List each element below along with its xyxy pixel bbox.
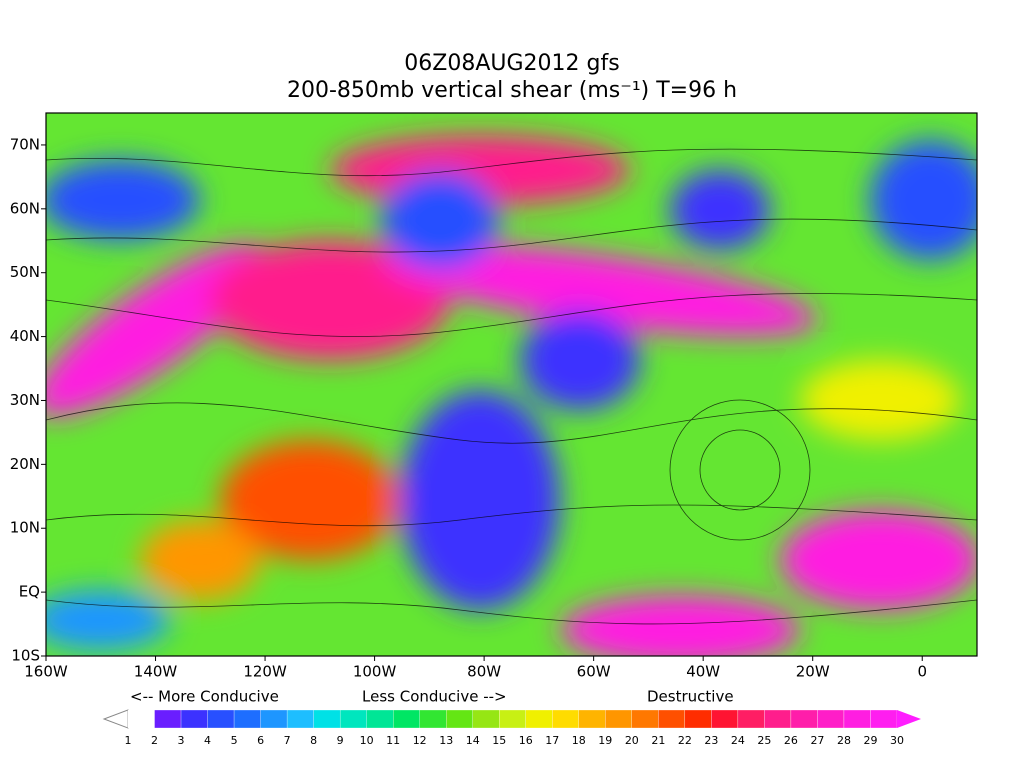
colorbar-label: 29: [863, 734, 877, 747]
colorbar-box: [180, 709, 208, 729]
colorbar-label: 5: [231, 734, 238, 747]
colorbar-box: [313, 709, 341, 729]
colorbar-box: [366, 709, 394, 729]
shear-field: [46, 113, 977, 656]
colorbar-label: 2: [151, 734, 158, 747]
x-tick-label: 80W: [467, 663, 501, 681]
colorbar-label: 23: [704, 734, 718, 747]
colorbar-box: [764, 709, 792, 729]
colorbar-label: 8: [310, 734, 317, 747]
colorbar-box: [393, 709, 420, 729]
colorbar-label: 3: [178, 734, 185, 747]
x-tick-label: 40W: [686, 663, 720, 681]
colorbar-label: 30: [890, 734, 904, 747]
colorbar-label: 13: [439, 734, 453, 747]
colorbar-box: [127, 709, 155, 729]
colorbar-box: [711, 709, 739, 729]
colorbar-box: [578, 709, 606, 729]
y-tick-label: 10S: [11, 647, 40, 665]
y-tick-label: 10N: [10, 519, 40, 537]
colorbar-box: [233, 709, 261, 729]
y-tick-label: 30N: [10, 391, 40, 409]
colorbar-label: 27: [810, 734, 824, 747]
colorbar-box: [260, 709, 288, 729]
colorbar-box: [817, 709, 845, 729]
legend-caption: <-- More Conducive: [130, 688, 279, 706]
colorbar-box: [658, 709, 686, 729]
subtitle: 200-850mb vertical shear (ms⁻¹) T=96 h: [287, 78, 737, 103]
x-tick-label: 120W: [243, 663, 287, 681]
colorbar-box: [843, 709, 871, 729]
x-tick-label: 140W: [134, 663, 178, 681]
colorbar-box: [499, 709, 526, 729]
colorbar-over-arrow: [897, 710, 921, 728]
colorbar-label: 9: [337, 734, 344, 747]
colorbar-box: [339, 709, 367, 729]
colorbar-box: [525, 709, 553, 729]
x-tick-label: 0: [917, 663, 927, 681]
colorbar-box: [870, 709, 898, 729]
colorbar-label: 26: [784, 734, 798, 747]
colorbar-under-arrow: [102, 709, 129, 729]
colorbar-label: 24: [731, 734, 745, 747]
colorbar-label: 20: [625, 734, 639, 747]
colorbar-label: 19: [598, 734, 612, 747]
colorbar-label: 16: [519, 734, 533, 747]
y-tick-label: 20N: [10, 455, 40, 473]
colorbar-label: 18: [572, 734, 586, 747]
colorbar-box: [737, 709, 765, 729]
y-tick-label: 70N: [10, 135, 40, 153]
colorbar-box: [605, 709, 632, 729]
y-tick-label: 60N: [10, 199, 40, 217]
x-tick-label: 100W: [353, 663, 397, 681]
colorbar-label: 22: [678, 734, 692, 747]
colorbar-label: 14: [466, 734, 480, 747]
x-tick-label: 60W: [577, 663, 611, 681]
colorbar-box: [419, 709, 447, 729]
colorbar-box: [631, 709, 659, 729]
colorbar-box: [207, 709, 235, 729]
y-tick-label: 50N: [10, 263, 40, 281]
colorbar-label: 28: [837, 734, 851, 747]
x-tick-label: 20W: [796, 663, 830, 681]
map-frame: [45, 112, 978, 657]
title: 06Z08AUG2012 gfs: [404, 51, 619, 76]
colorbar-label: 17: [545, 734, 559, 747]
colorbar-box: [684, 709, 712, 729]
y-tick-label: 40N: [10, 327, 40, 345]
x-tick-label: 160W: [24, 663, 68, 681]
colorbar-box: [154, 709, 182, 729]
colorbar-label: 21: [651, 734, 665, 747]
colorbar-box: [286, 709, 314, 729]
colorbar-label: 15: [492, 734, 506, 747]
y-tick-label: EQ: [19, 583, 40, 601]
colorbar-label: 6: [257, 734, 264, 747]
colorbar-label: 10: [360, 734, 374, 747]
colorbar-label: 12: [413, 734, 427, 747]
colorbar-box: [552, 709, 579, 729]
colorbar-label: 1: [125, 734, 132, 747]
colorbar-label: 4: [204, 734, 211, 747]
colorbar-label: 7: [284, 734, 291, 747]
colorbar-box: [446, 709, 473, 729]
legend-caption: Less Conducive -->: [362, 688, 507, 706]
colorbar-label: 25: [757, 734, 771, 747]
colorbar-box: [790, 709, 818, 729]
legend-caption: Destructive: [647, 688, 734, 706]
colorbar-label: 11: [386, 734, 400, 747]
colorbar-box: [472, 709, 500, 729]
